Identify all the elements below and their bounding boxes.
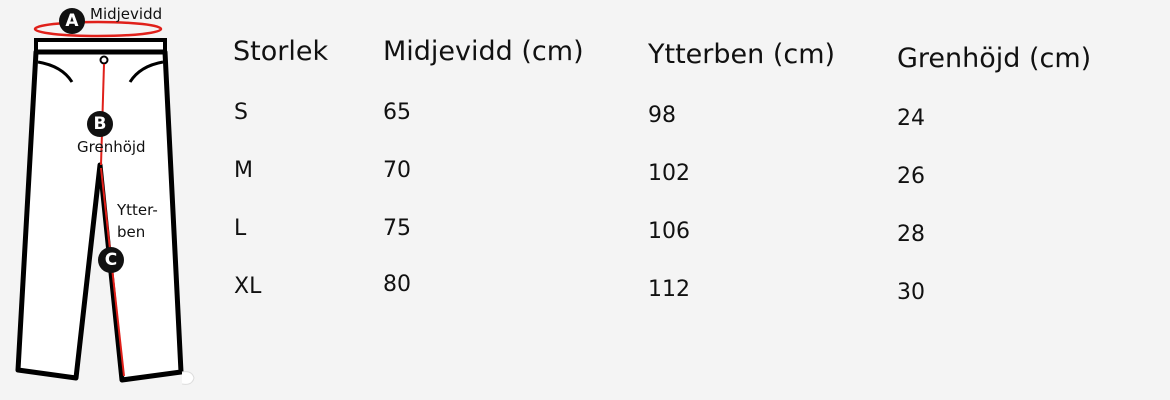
header-ytterben: Ytterben (cm): [648, 39, 836, 70]
table-cell: 80: [383, 272, 411, 297]
badge-a: A: [59, 8, 85, 34]
table-cell: 75: [383, 216, 411, 241]
right-pocket: [128, 60, 164, 83]
table-cell: 106: [648, 219, 690, 244]
table-cell: 70: [383, 158, 411, 183]
left-pocket: [37, 60, 74, 83]
header-midjevidd: Midjevidd (cm): [383, 36, 584, 67]
badge-c: C: [98, 247, 124, 273]
table-cell: 28: [897, 222, 925, 247]
table-cell: 65: [383, 100, 411, 125]
label-midjevidd: Midjevidd: [90, 5, 163, 23]
table-cell: 26: [897, 164, 925, 189]
table-cell: 102: [648, 161, 690, 186]
table-cell: S: [234, 100, 248, 125]
header-grenhojd: Grenhöjd (cm): [897, 43, 1092, 74]
waist-measure-ellipse: [33, 20, 163, 38]
table-cell: 98: [648, 103, 676, 128]
table-cell: 24: [897, 106, 925, 131]
label-ytterben-line1: Ytter-: [117, 201, 158, 219]
label-ytterben-line2: ben: [117, 223, 146, 241]
table-cell: 30: [897, 280, 925, 305]
table-cell: L: [234, 216, 247, 241]
pants-button: [99, 55, 109, 65]
label-grenhojd: Grenhöjd: [77, 138, 146, 156]
pants-size-diagram: A Midjevidd B Grenhöjd Ytter- ben C: [0, 0, 220, 400]
header-storlek: Storlek: [233, 36, 329, 67]
badge-b: B: [87, 111, 113, 137]
table-cell: M: [234, 158, 253, 183]
table-cell: XL: [234, 274, 262, 299]
table-cell: 112: [648, 277, 690, 302]
pants-illustration: [15, 20, 195, 385]
